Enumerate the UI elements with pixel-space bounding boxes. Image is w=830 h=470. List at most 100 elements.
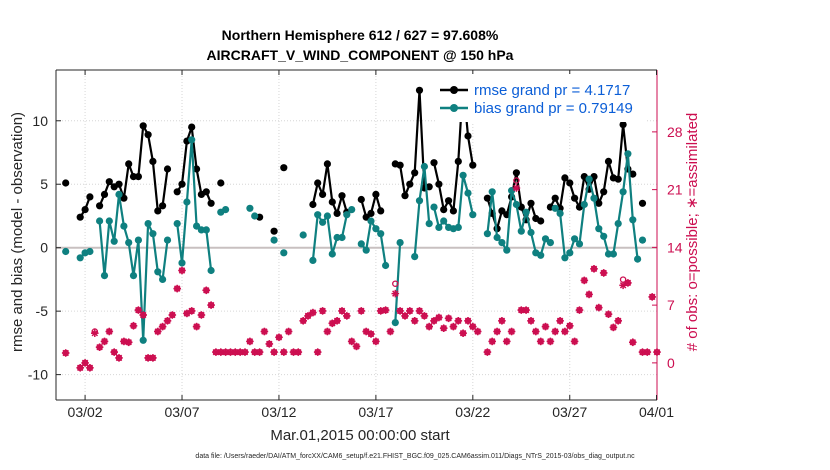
obs-assimilated-marker: [192, 322, 201, 331]
legend-marker-bias: [450, 104, 458, 112]
bias-point: [469, 211, 477, 219]
rmse-point: [154, 207, 162, 215]
bias-point: [207, 266, 215, 275]
obs-assimilated-marker: [502, 337, 511, 346]
bias-point: [415, 197, 424, 205]
obs-assimilated-stroke: [503, 338, 510, 345]
rmse-point: [415, 86, 424, 94]
obs-assimilated-stroke: [232, 348, 239, 356]
obs-assimilated-marker: [343, 312, 351, 320]
obs-assimilated-marker: [624, 279, 632, 287]
bias-point: [309, 256, 317, 264]
obs-assimilated-marker: [100, 337, 109, 346]
rmse-point: [163, 165, 172, 173]
bias-point: [134, 236, 142, 244]
obs-assimilated-marker: [124, 338, 133, 347]
obs-assimilated-marker: [546, 337, 555, 346]
obs-assimilated-marker: [129, 321, 138, 330]
obs-assimilated-marker: [556, 317, 564, 325]
bias-point: [551, 204, 559, 212]
obs-assimilated-stroke: [576, 306, 583, 314]
obs-assimilated-stroke: [585, 291, 593, 298]
rmse-point: [498, 207, 506, 215]
obs-assimilated-marker: [498, 317, 506, 325]
obs-assimilated-stroke: [275, 334, 283, 341]
obs-assimilated-marker: [168, 311, 177, 319]
obs-assimilated-stroke: [488, 338, 496, 345]
bias-point: [149, 230, 157, 238]
obs-assimilated-stroke: [464, 317, 472, 325]
obs-assimilated-marker: [532, 327, 540, 336]
y-tick-label: 10: [32, 113, 48, 129]
obs-assimilated-stroke: [644, 348, 651, 356]
rmse-point: [377, 207, 385, 215]
rmse-point: [362, 213, 370, 221]
bias-point: [115, 190, 123, 198]
obs-assimilated-stroke: [217, 348, 225, 356]
rmse-point: [537, 217, 545, 225]
bias-point: [556, 209, 564, 217]
rmse-point: [217, 179, 225, 187]
rmse-point: [76, 213, 84, 221]
obs-assimilated-stroke: [348, 338, 355, 345]
obs-assimilated-marker: [323, 327, 332, 336]
rmse-point: [86, 193, 94, 201]
bias-point: [154, 268, 162, 276]
bias-line: [413, 165, 431, 257]
obs-assimilated-marker: [401, 312, 409, 320]
obs-assimilated-stroke: [498, 317, 506, 325]
bias-point: [527, 228, 535, 237]
bias-point: [430, 203, 438, 211]
obs-assimilated-marker: [352, 342, 361, 351]
obs-assimilated-marker: [575, 306, 584, 314]
bias-point: [464, 189, 472, 197]
rmse-point: [425, 183, 433, 191]
bias-point: [362, 246, 370, 254]
obs-assimilated-stroke: [86, 364, 94, 372]
obs-assimilated-marker: [275, 333, 283, 342]
rmse-point: [604, 157, 613, 165]
obs-assimilated-stroke: [135, 306, 142, 314]
obs-assimilated-marker: [580, 276, 589, 285]
obs-assimilated-stroke: [164, 317, 171, 325]
rmse-point: [125, 160, 133, 168]
obs-assimilated-stroke: [193, 323, 200, 330]
rmse-point: [96, 202, 104, 210]
obs-assimilated-stroke: [542, 323, 549, 330]
rmse-point: [314, 179, 322, 187]
obs-assimilated-stroke: [81, 359, 89, 367]
bias-point: [454, 223, 462, 231]
obs-assimilated-marker: [599, 269, 608, 277]
obs-assimilated-marker: [614, 317, 622, 325]
obs-assimilated-marker: [439, 324, 448, 332]
obs-assimilated-stroke: [266, 340, 273, 348]
obs-assimilated-stroke: [256, 348, 263, 356]
obs-assimilated-marker: [163, 317, 172, 325]
bias-point: [585, 175, 593, 183]
rmse-point: [149, 157, 157, 165]
bias-point: [193, 222, 201, 230]
obs-assimilated-stroke: [551, 328, 559, 335]
obs-assimilated-marker: [226, 348, 235, 356]
rmse-point: [207, 199, 215, 207]
obs-assimilated-stroke: [561, 328, 569, 335]
rmse-line: [549, 123, 634, 210]
rmse-point: [134, 173, 142, 181]
obs-assimilated-marker: [410, 317, 419, 325]
bias-point: [367, 217, 375, 225]
rmse-point: [411, 169, 419, 177]
obs-assimilated-stroke: [605, 310, 612, 318]
bias-point: [246, 204, 254, 212]
obs-assimilated-stroke: [144, 354, 152, 362]
bias-point: [522, 208, 530, 216]
obs-assimilated-marker: [454, 317, 463, 325]
obs-assimilated-stroke: [343, 312, 351, 320]
rmse-point: [396, 161, 404, 169]
obs-assimilated-marker: [561, 327, 569, 336]
obs-assimilated-marker: [173, 284, 181, 293]
obs-assimilated-marker: [493, 327, 501, 336]
obs-assimilated-stroke: [629, 339, 637, 346]
obs-assimilated-stroke: [614, 317, 622, 325]
obs-assimilated-marker: [464, 317, 472, 325]
ticks: 03/02 03/07 03/12 03/17 03/22 03/27 04/01 10 5 0 -…: [28, 70, 683, 420]
